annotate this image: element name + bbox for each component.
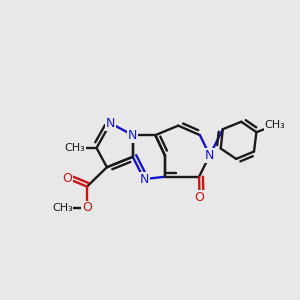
Text: N: N: [205, 149, 214, 162]
Text: CH₃: CH₃: [64, 143, 85, 153]
Text: CH₃: CH₃: [265, 120, 285, 130]
Text: O: O: [82, 202, 92, 214]
Text: N: N: [106, 117, 115, 130]
Text: N: N: [128, 129, 137, 142]
Text: O: O: [195, 191, 205, 204]
Text: O: O: [62, 172, 72, 185]
Text: CH₃: CH₃: [52, 203, 73, 213]
Text: N: N: [140, 172, 149, 186]
